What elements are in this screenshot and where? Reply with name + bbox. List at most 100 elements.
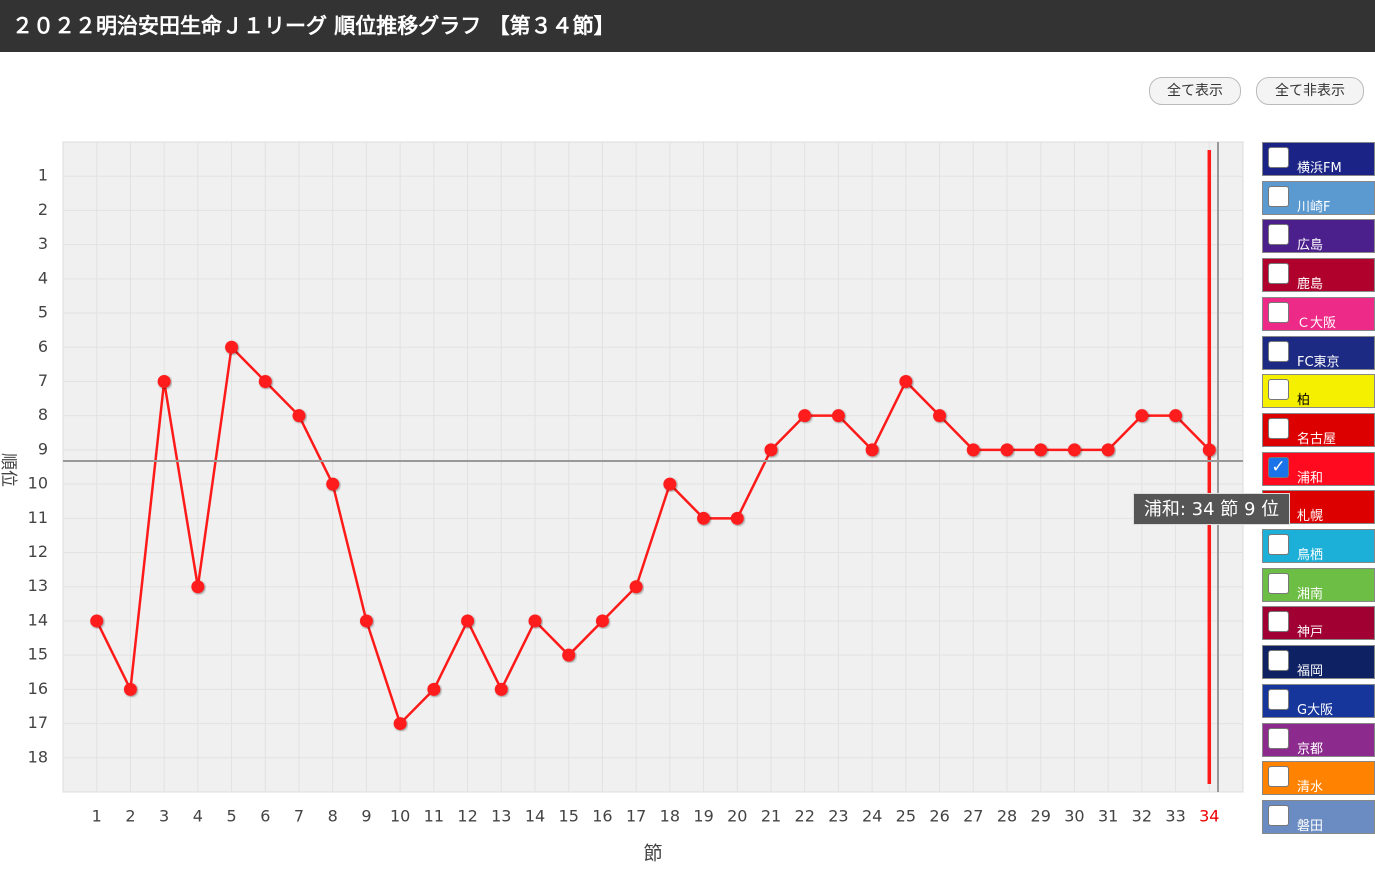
tooltip: 浦和: 34 節 9 位: [1133, 493, 1290, 525]
hide-all-button[interactable]: 全て非表示: [1256, 77, 1364, 105]
team-toggle[interactable]: 広島: [1262, 219, 1375, 254]
y-tick-label: 3: [38, 234, 48, 253]
team-name: 川崎F: [1297, 199, 1331, 215]
x-tick-label: 11: [424, 807, 444, 826]
x-tick-label: 3: [159, 807, 169, 826]
x-tick-label: 8: [328, 807, 338, 826]
x-tick-label: 9: [361, 807, 371, 826]
team-name: FC東京: [1297, 354, 1340, 370]
point: [90, 614, 104, 628]
team-name: 鹿島: [1297, 277, 1324, 293]
checkbox[interactable]: [1268, 263, 1289, 285]
point: [1034, 443, 1048, 457]
team-name: Ｃ大阪: [1297, 315, 1337, 331]
y-tick-label: 4: [38, 268, 48, 287]
point: [1135, 409, 1149, 423]
x-tick-label: 17: [626, 807, 646, 826]
checkbox[interactable]: [1268, 224, 1289, 246]
checkbox[interactable]: [1268, 804, 1289, 826]
checkbox[interactable]: [1268, 727, 1289, 749]
point: [494, 682, 508, 696]
team-name: 浦和: [1297, 470, 1324, 486]
checkbox[interactable]: [1268, 417, 1289, 439]
checkbox[interactable]: ✓: [1268, 456, 1289, 478]
y-tick-label: 10: [28, 474, 48, 493]
y-tick-label: 6: [38, 337, 48, 356]
team-name: 名古屋: [1297, 431, 1337, 447]
team-toggle[interactable]: 京都: [1262, 722, 1375, 757]
point: [697, 511, 711, 525]
checkbox[interactable]: [1268, 147, 1289, 168]
team-toggle[interactable]: 鳥栖: [1262, 529, 1375, 563]
show-all-button[interactable]: 全て表示: [1149, 77, 1241, 105]
x-tick-label: 19: [693, 807, 713, 826]
point: [225, 340, 239, 354]
checkbox[interactable]: [1268, 688, 1289, 710]
team-name: 湘南: [1297, 586, 1324, 602]
checkbox[interactable]: [1268, 301, 1289, 323]
team-toggle[interactable]: 福岡: [1262, 645, 1375, 680]
point: [865, 443, 879, 457]
team-toggle[interactable]: 川崎F: [1262, 180, 1375, 215]
y-axis-label: 順位: [0, 453, 18, 487]
team-name: 磐田: [1297, 818, 1324, 834]
y-tick-label: 11: [28, 508, 48, 527]
point: [764, 443, 778, 457]
x-tick-label: 10: [390, 807, 410, 826]
team-toggle[interactable]: 磐田: [1262, 799, 1375, 834]
point: [629, 580, 643, 594]
x-axis-label: 節: [643, 843, 662, 865]
x-tick-label: 1: [92, 807, 102, 826]
team-toggle[interactable]: G大阪: [1262, 683, 1375, 718]
point: [123, 682, 137, 696]
team-name: 清水: [1297, 780, 1324, 796]
team-toggle[interactable]: 柏: [1262, 374, 1375, 409]
point: [933, 409, 947, 423]
team-name: 柏: [1297, 393, 1311, 409]
checkbox[interactable]: [1268, 340, 1289, 362]
team-toggle[interactable]: 清水: [1262, 761, 1375, 796]
team-name: G大阪: [1297, 702, 1334, 718]
point: [562, 648, 576, 662]
team-name: 神戸: [1297, 625, 1324, 641]
y-tick-label: 18: [28, 747, 48, 766]
y-tick-label: 14: [28, 610, 48, 629]
checkbox[interactable]: [1268, 572, 1289, 594]
point: [427, 682, 441, 696]
x-tick-label: 27: [963, 807, 983, 826]
x-tick-label: 16: [592, 807, 612, 826]
point: [730, 511, 744, 525]
point: [359, 614, 373, 628]
x-tick-label: 23: [828, 807, 848, 826]
team-toggle[interactable]: FC東京: [1262, 335, 1375, 370]
point: [899, 374, 913, 388]
team-name: 横浜FM: [1297, 161, 1342, 176]
team-toggle[interactable]: Ｃ大阪: [1262, 296, 1375, 331]
checkbox[interactable]: [1268, 534, 1289, 555]
x-tick-label: 5: [226, 807, 236, 826]
y-tick-label: 9: [38, 439, 48, 458]
team-toggle[interactable]: 名古屋: [1262, 412, 1375, 447]
team-toggle[interactable]: 鹿島: [1262, 258, 1375, 293]
x-tick-label: 18: [660, 807, 680, 826]
team-toggle[interactable]: 湘南: [1262, 567, 1375, 602]
checkbox[interactable]: [1268, 611, 1289, 633]
checkbox[interactable]: [1268, 379, 1289, 401]
point: [595, 614, 609, 628]
team-name: 鳥栖: [1297, 548, 1324, 563]
checkbox[interactable]: [1268, 766, 1289, 788]
checkbox[interactable]: [1268, 650, 1289, 672]
point: [1067, 443, 1081, 457]
team-name: 広島: [1297, 238, 1324, 254]
team-toggle[interactable]: 神戸: [1262, 606, 1375, 641]
team-name: 札幌: [1297, 509, 1324, 525]
x-tick-label: 13: [491, 807, 511, 826]
team-toggle[interactable]: ✓ 浦和: [1262, 451, 1375, 486]
y-tick-label: 12: [28, 542, 48, 561]
y-tick-label: 5: [38, 303, 48, 322]
checkbox[interactable]: [1268, 185, 1289, 207]
point: [1000, 443, 1014, 457]
y-tick-label: 15: [28, 645, 48, 664]
team-toggle[interactable]: 横浜FM: [1262, 142, 1375, 176]
point: [461, 614, 475, 628]
